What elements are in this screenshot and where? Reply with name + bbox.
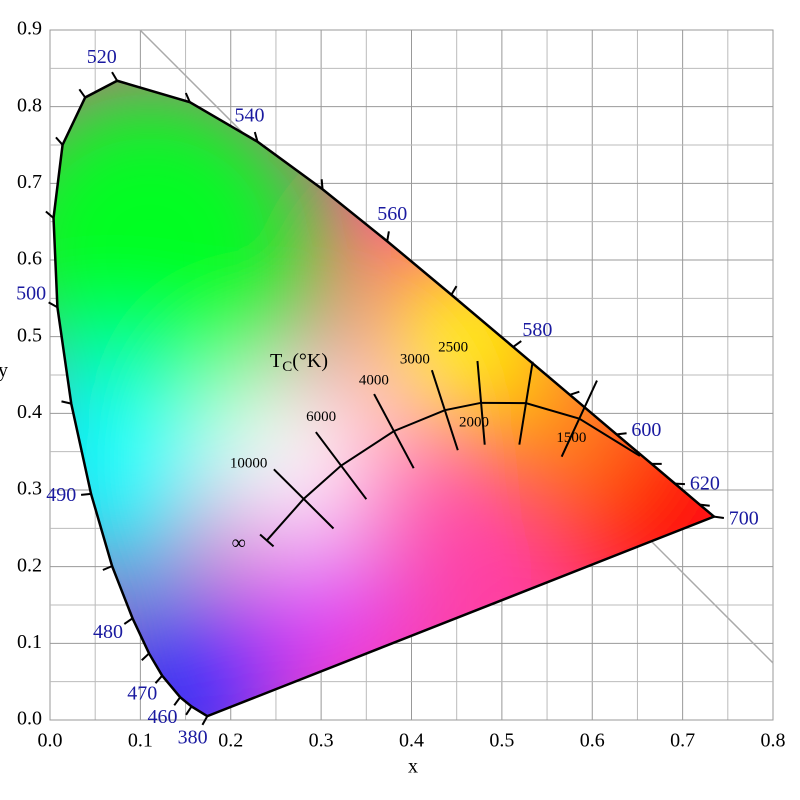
wavelength-label: 540 [234, 104, 264, 126]
locus-tick [201, 715, 209, 726]
wavelength-label: 520 [87, 46, 117, 68]
locus-tick [78, 88, 86, 99]
planck-title: TC(°K) [270, 350, 328, 376]
locus-tick [386, 231, 390, 242]
locus-tick [253, 131, 259, 142]
isotherm [315, 431, 368, 500]
wavelength-label: 480 [93, 621, 123, 643]
locus-tick [699, 503, 710, 507]
spectral-locus [52, 79, 717, 718]
locus-tick [80, 492, 92, 496]
locus-tick [185, 705, 193, 716]
temperature-label: 4000 [359, 373, 389, 389]
temperature-label: 10000 [230, 455, 268, 471]
planck-title-sub: C [282, 359, 292, 375]
wavelength-label: 380 [178, 726, 208, 748]
x-tick-label: 0.2 [218, 730, 243, 752]
locus-tick [512, 340, 522, 348]
x-tick-label: 0.1 [128, 730, 153, 752]
locus-tick [123, 617, 134, 625]
y-axis-label: y [0, 360, 8, 382]
x-tick-label: 0.5 [489, 730, 514, 752]
y-tick-label: 0.8 [17, 94, 42, 116]
wavelength-label: 620 [690, 473, 720, 495]
y-tick-label: 0.6 [17, 248, 42, 270]
isotherm [430, 369, 459, 451]
locus-tick [674, 482, 685, 486]
wavelength-label: 460 [147, 706, 177, 728]
locus-tick [450, 285, 458, 296]
y-tick-label: 0.0 [17, 708, 42, 730]
locus-tick [569, 390, 580, 396]
locus-tick [111, 71, 119, 82]
temperature-label: 2500 [438, 339, 468, 355]
wavelength-label: 470 [127, 683, 157, 705]
y-tick-label: 0.2 [17, 554, 42, 576]
wavelength-label: 560 [377, 203, 407, 225]
y-tick-label: 0.5 [17, 324, 42, 346]
isotherm [560, 380, 598, 458]
temperature-label: ∞ [232, 532, 246, 554]
locus-tick [154, 675, 163, 684]
locus-tick [48, 301, 58, 309]
temperature-label: 6000 [306, 409, 336, 425]
y-tick-label: 0.9 [17, 18, 42, 40]
locus-tick [173, 696, 181, 706]
wavelength-label: 500 [16, 282, 46, 304]
x-tick-label: 0.3 [309, 730, 334, 752]
y-tick-label: 0.3 [17, 478, 42, 500]
temperature-label: 2000 [459, 415, 489, 431]
isotherm [259, 533, 275, 548]
isotherm [518, 361, 534, 445]
x-tick-label: 0.4 [399, 730, 424, 752]
y-tick-label: 0.4 [17, 401, 42, 423]
locus-tick [616, 432, 627, 436]
isotherm [476, 360, 486, 445]
locus-tick [45, 210, 55, 219]
temperature-label: 1500 [556, 430, 586, 446]
locus-tick [320, 179, 324, 190]
wavelength-label: 580 [522, 319, 552, 341]
x-tick-label: 0.6 [580, 730, 605, 752]
locus-tick [102, 565, 113, 571]
temperature-label: 3000 [400, 352, 430, 368]
locus-tick [141, 652, 150, 662]
isotherm [373, 393, 415, 469]
wavelength-label: 700 [729, 508, 759, 530]
locus-tick [184, 92, 191, 103]
x-tick-label: 0.0 [38, 730, 63, 752]
locus-tick [61, 400, 72, 405]
isotherm [273, 468, 335, 530]
wavelength-label: 600 [631, 419, 661, 441]
wavelength-label: 490 [46, 484, 76, 506]
x-tick-label: 0.8 [761, 730, 786, 752]
planck-title-main: T [270, 350, 282, 372]
locus-tick [55, 136, 64, 146]
y-tick-label: 0.1 [17, 631, 42, 653]
x-tick-label: 0.7 [670, 730, 695, 752]
locus-tick [713, 515, 725, 519]
y-tick-label: 0.7 [17, 171, 42, 193]
planck-title-rest: (°K) [292, 350, 328, 372]
x-axis-label: x [408, 756, 418, 778]
